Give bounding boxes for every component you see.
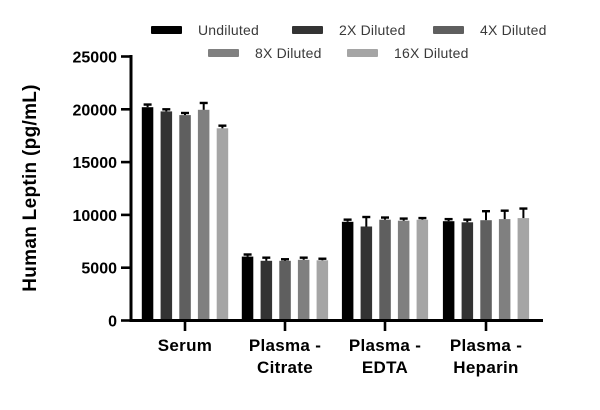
bar — [179, 115, 191, 322]
bar — [517, 218, 530, 322]
legend-item: Undiluted — [151, 21, 259, 39]
legend-swatch — [151, 26, 182, 34]
legend-label: Undiluted — [198, 22, 259, 38]
bar — [498, 219, 511, 322]
legend-swatch — [208, 49, 239, 57]
y-axis-title: Human Leptin (pg/mL) — [20, 84, 41, 292]
bar — [379, 219, 391, 322]
legend-item: 4X Diluted — [433, 21, 547, 39]
bar — [480, 220, 492, 322]
x-category-label: Heparin — [453, 358, 518, 377]
bar — [416, 219, 429, 322]
legend-swatch — [433, 26, 464, 34]
x-category-label: Plasma - — [349, 336, 421, 355]
legend-item: 16X Diluted — [347, 44, 469, 62]
bar — [197, 109, 210, 322]
bar — [397, 220, 410, 322]
bar — [341, 221, 354, 322]
x-category-label: Serum — [158, 336, 212, 355]
bar — [279, 260, 291, 322]
bar — [160, 111, 173, 322]
bar — [216, 128, 229, 322]
bar — [297, 259, 310, 322]
y-tick-label: 5000 — [81, 261, 117, 278]
x-category-label: Citrate — [257, 358, 313, 377]
legend-swatch — [292, 26, 323, 34]
y-tick-label: 10000 — [73, 208, 118, 225]
bar — [360, 226, 373, 322]
bar — [316, 260, 329, 322]
legend-label: 4X Diluted — [480, 22, 547, 38]
y-tick-label: 0 — [108, 314, 117, 331]
x-category-label: EDTA — [362, 358, 408, 377]
x-category-label: Plasma - — [249, 336, 321, 355]
x-category-label: Plasma - — [450, 336, 522, 355]
bar — [141, 107, 154, 322]
y-tick-label: 15000 — [73, 155, 118, 172]
y-tick-label: 25000 — [73, 50, 118, 67]
legend-label: 16X Diluted — [394, 45, 469, 61]
legend-label: 2X Diluted — [339, 22, 406, 38]
legend-swatch — [347, 49, 378, 57]
bar — [241, 256, 254, 322]
bar — [442, 221, 455, 322]
legend-item: 2X Diluted — [292, 21, 406, 39]
bar — [260, 260, 273, 322]
bar — [461, 222, 474, 322]
legend-label: 8X Diluted — [255, 45, 322, 61]
y-tick-label: 20000 — [73, 102, 118, 119]
legend-item: 8X Diluted — [208, 44, 322, 62]
